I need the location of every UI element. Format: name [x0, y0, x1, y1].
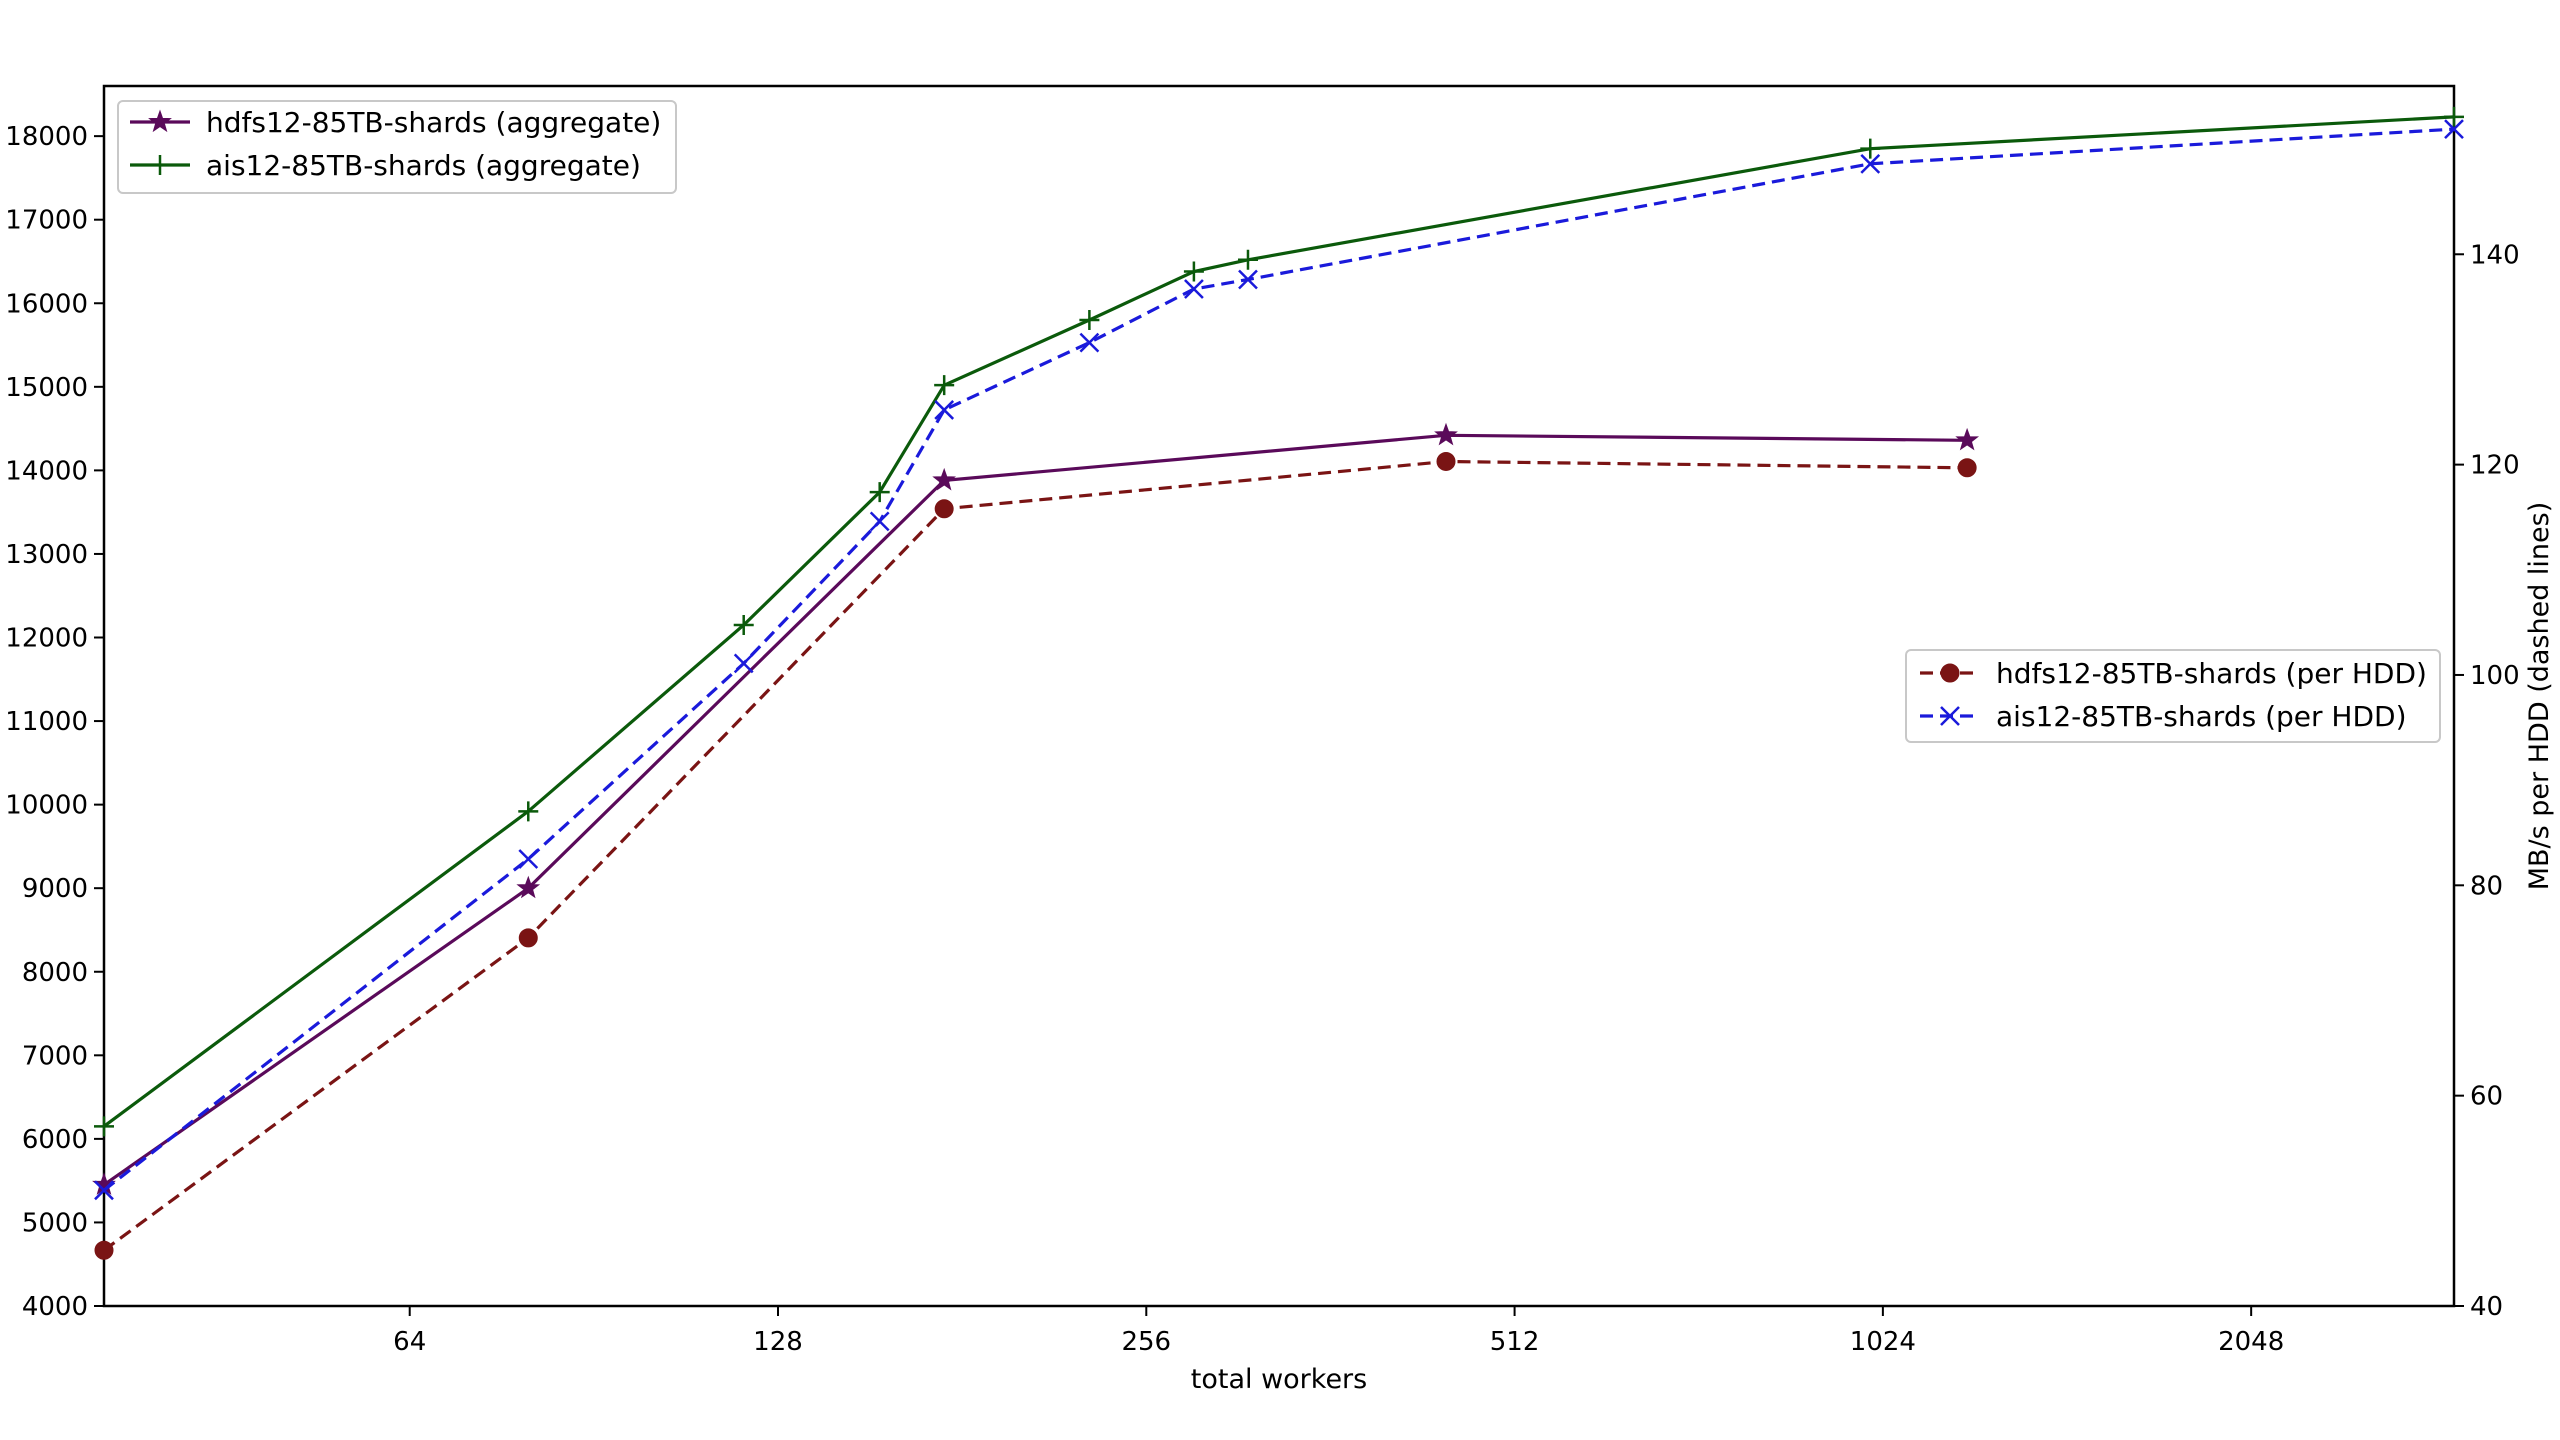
y-right-tick-label: 120	[2470, 451, 2520, 481]
x-tick-label: 256	[1121, 1327, 1171, 1357]
data-point	[516, 875, 541, 899]
y-left-tick-label: 12000	[5, 624, 88, 654]
y-left-tick-label: 10000	[5, 791, 88, 821]
legend-per-hdd: hdfs12-85TB-shards (per HDD) ais12-85TB-…	[1905, 649, 2441, 743]
legend-swatch-marker	[148, 109, 172, 133]
data-point	[94, 1240, 114, 1260]
series-hdfs12-85tb-shards-aggregate	[92, 422, 1980, 1195]
x-tick-label: 128	[753, 1327, 803, 1357]
legend-entry-ais-aggregate	[130, 155, 190, 175]
legend-per-hdd-frame	[1905, 649, 2441, 743]
data-point	[1184, 279, 1204, 299]
legend-swatch-marker	[1940, 663, 1960, 683]
y-left-tick-label: 13000	[5, 540, 88, 570]
y-left-tick-label: 6000	[22, 1125, 88, 1155]
y-left-tick-label: 4000	[22, 1292, 88, 1322]
data-point	[2444, 106, 2464, 127]
legend-swatch-marker	[150, 155, 170, 175]
y-left-tick-label: 9000	[22, 874, 88, 904]
data-point	[1183, 261, 1204, 282]
series-hdfs12-85tb-shards-per-hdd	[94, 451, 1977, 1260]
y-right-tick-label: 140	[2470, 240, 2520, 270]
data-point	[518, 849, 539, 869]
x-tick-label: 64	[393, 1327, 426, 1357]
data-point	[934, 400, 955, 420]
data-point	[934, 375, 955, 396]
data-point	[733, 614, 754, 635]
data-point	[869, 482, 890, 503]
legend-label-hdfs-aggregate: hdfs12-85TB-shards (aggregate)	[206, 106, 661, 139]
y-left-tick-label: 16000	[5, 289, 88, 319]
data-point	[932, 467, 956, 491]
data-point	[94, 1116, 114, 1137]
data-point	[1238, 269, 1258, 290]
y-axis-right-title: MB/s per HDD (dashed lines)	[2524, 502, 2555, 891]
data-point	[934, 499, 954, 519]
legend-aggregate-frame	[117, 100, 677, 194]
series-ais12-85tb-shards-per-hdd	[94, 119, 2464, 1201]
legend-entry-hdfs-per-hdd	[1920, 663, 1980, 683]
series-ais12-85tb-shards-aggregate	[94, 106, 2464, 1137]
data-point	[1957, 458, 1977, 478]
legend-entry-hdfs-aggregate	[130, 109, 190, 133]
data-point	[1079, 309, 1100, 330]
x-tick-label: 1024	[1850, 1327, 1916, 1357]
y-left-tick-label: 7000	[22, 1041, 88, 1071]
axis-layer: 64 128 256 512 1024 2048 4000 5000 6000 7000 8000 9…	[5, 122, 2519, 1357]
x-axis-title: total workers	[1191, 1364, 1367, 1395]
data-point	[1436, 451, 1456, 471]
data-point	[1860, 138, 1881, 159]
data-point	[2444, 119, 2464, 140]
data-point	[1955, 427, 1980, 451]
data-point	[869, 511, 890, 532]
x-tick-label: 2048	[2218, 1327, 2284, 1357]
series-line	[103, 115, 2455, 1128]
legend-label-hdfs-per-hdd: hdfs12-85TB-shards (per HDD)	[1996, 657, 2427, 690]
y-left-tick-label: 5000	[22, 1208, 88, 1238]
y-right-tick-label: 80	[2470, 871, 2503, 901]
y-right-tick-label: 60	[2470, 1082, 2503, 1112]
data-point	[733, 653, 754, 674]
y-left-tick-label: 17000	[5, 206, 88, 236]
y-right-tick-label: 40	[2470, 1292, 2503, 1322]
series-line	[103, 127, 2455, 1192]
data-point	[1434, 422, 1458, 446]
data-point	[518, 928, 538, 948]
legend-label-ais-per-hdd: ais12-85TB-shards (per HDD)	[1996, 700, 2407, 733]
data-point	[1079, 332, 1100, 353]
legend-entry-ais-per-hdd	[1920, 706, 1980, 726]
legend-swatch-marker	[1940, 706, 1960, 726]
data-point	[94, 1180, 114, 1201]
data-point	[1237, 249, 1258, 270]
data-point	[518, 801, 539, 822]
data-point	[1860, 153, 1881, 174]
y-left-tick-label: 11000	[5, 707, 88, 737]
y-left-tick-label: 8000	[22, 958, 88, 988]
y-left-tick-label: 14000	[5, 456, 88, 486]
x-tick-label: 512	[1490, 1327, 1540, 1357]
series-layer	[92, 106, 2464, 1260]
legend-aggregate: hdfs12-85TB-shards (aggregate) ais12-85T…	[117, 100, 677, 194]
y-left-tick-label: 15000	[5, 373, 88, 403]
y-left-tick-label: 18000	[5, 122, 88, 152]
legend-label-ais-aggregate: ais12-85TB-shards (aggregate)	[206, 149, 641, 182]
y-right-tick-label: 100	[2470, 661, 2520, 691]
